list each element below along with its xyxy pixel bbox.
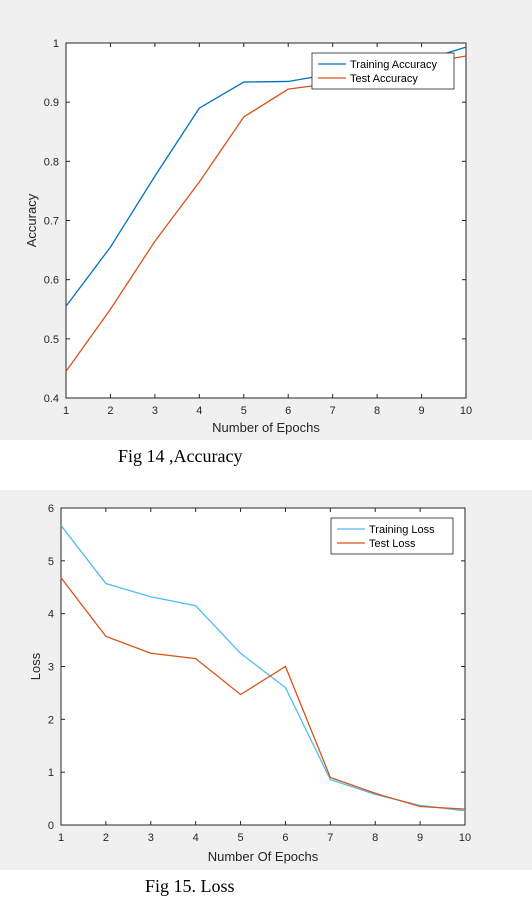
y-tick-label: 0.5: [44, 334, 59, 346]
legend-entry: Test Loss: [369, 538, 416, 550]
x-tick-label: 10: [459, 832, 471, 844]
accuracy-caption: Fig 14 ,Accuracy: [118, 446, 243, 466]
y-tick-label: 1: [48, 767, 54, 779]
x-tick-label: 7: [327, 832, 333, 844]
loss-figure: 1 2 3 4 5 6 7 8 9 10 0 1 2 3 4 5 6 Number Of Epochs Loss Tr…: [0, 490, 532, 870]
x-tick-label: 8: [372, 832, 378, 844]
x-axis-label: Number Of Epochs: [208, 849, 319, 864]
y-tick-label: 0.9: [44, 97, 59, 109]
x-tick-label: 4: [193, 832, 199, 844]
x-axis-label: Number of Epochs: [212, 420, 320, 435]
y-tick-label: 2: [48, 714, 54, 726]
plot-area: [65, 42, 467, 399]
x-tick-label: 3: [148, 832, 154, 844]
y-tick-label: 3: [48, 662, 54, 674]
y-tick-label: 0.8: [44, 156, 59, 168]
x-tick-label: 9: [418, 405, 424, 417]
x-tick-label: 7: [330, 405, 336, 417]
y-tick-label: 0: [48, 820, 54, 832]
x-tick-label: 6: [285, 405, 291, 417]
x-tick-label: 8: [374, 405, 380, 417]
y-axis-label: Accuracy: [24, 193, 39, 247]
x-tick-label: 9: [417, 832, 423, 844]
y-tick-label: 4: [48, 609, 54, 621]
y-tick-label: 5: [48, 556, 54, 568]
y-tick-label: 0.6: [44, 275, 59, 287]
x-tick-label: 4: [196, 405, 202, 417]
y-tick-label: 6: [48, 503, 54, 515]
accuracy-chart: 1 2 3 4 5 6 7 8 9 10 0.4 0.5 0.6 0.7 0.8 0.9 1 Number of …: [24, 38, 472, 435]
x-tick-label: 5: [241, 405, 247, 417]
legend-box: [330, 517, 454, 555]
y-axis-label: Loss: [28, 652, 43, 680]
x-tick-label: 6: [282, 832, 288, 844]
x-tick-label: 5: [237, 832, 243, 844]
x-tick-label: 1: [63, 405, 69, 417]
x-tick-label: 1: [58, 832, 64, 844]
y-tick-label: 0.7: [44, 216, 59, 228]
y-tick-label: 1: [53, 38, 59, 50]
x-tick-label: 10: [460, 405, 472, 417]
y-tick-label: 0.4: [44, 393, 59, 405]
plot-area: [60, 507, 466, 826]
legend-box: [311, 52, 455, 90]
x-tick-label: 2: [103, 832, 109, 844]
x-tick-label: 3: [152, 405, 158, 417]
accuracy-figure: 1 2 3 4 5 6 7 8 9 10 0.4 0.5 0.6 0.7 0.8 0.9 1 Number of …: [0, 0, 532, 440]
loss-caption: Fig 15. Loss: [145, 876, 235, 896]
legend-entry: Training Loss: [369, 524, 435, 536]
x-tick-label: 2: [107, 405, 113, 417]
legend-entry: Test Accuracy: [350, 73, 418, 85]
legend-entry: Training Accuracy: [350, 59, 438, 71]
series-line-2: [60, 577, 466, 810]
